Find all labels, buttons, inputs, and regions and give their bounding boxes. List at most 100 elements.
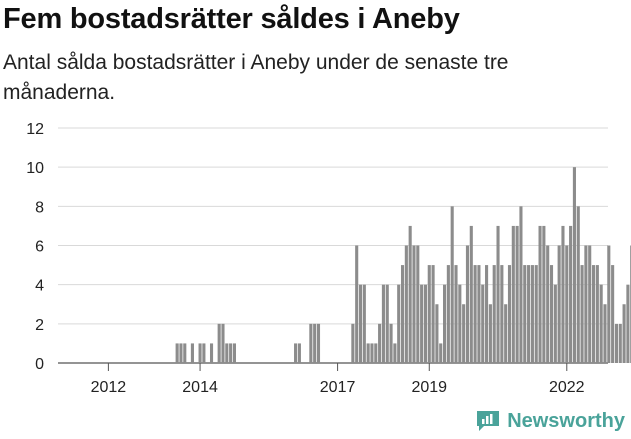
y-tick-label: 0 [35,356,44,373]
bar[interactable] [538,225,542,363]
bar[interactable] [469,225,473,363]
bar[interactable] [626,284,630,363]
bar[interactable] [611,265,615,363]
newsworthy-logo[interactable]: Newsworthy [475,409,625,433]
bar[interactable] [565,245,569,364]
bar[interactable] [297,343,301,363]
bar[interactable] [485,265,489,363]
bar[interactable] [408,225,412,363]
bar[interactable] [595,265,599,363]
bar[interactable] [427,265,431,363]
bar[interactable] [614,323,618,363]
bar[interactable] [202,343,206,363]
bar[interactable] [553,284,557,363]
newsworthy-icon [477,411,500,431]
bar[interactable] [389,323,393,363]
bar[interactable] [458,284,462,363]
bar[interactable] [557,245,561,364]
bar[interactable] [481,284,485,363]
bar[interactable] [572,167,576,363]
bar[interactable] [561,225,565,363]
bar[interactable] [492,265,496,363]
bar[interactable] [221,323,225,363]
bar[interactable] [209,343,214,363]
bar[interactable] [580,265,584,363]
bar[interactable] [607,245,611,364]
bar[interactable] [465,245,470,364]
bar[interactable] [496,225,500,363]
chart-title: Fem bostadsrätter såldes i Aneby [3,3,460,35]
bar[interactable] [504,304,508,363]
bar[interactable] [358,284,363,363]
bar[interactable] [198,343,202,363]
x-tick-label: 2022 [549,379,585,396]
bar[interactable] [431,265,435,363]
y-tick-label: 4 [35,278,44,295]
bar[interactable] [381,284,385,363]
bar[interactable] [530,265,534,363]
bar[interactable] [313,323,317,363]
bar[interactable] [404,245,408,364]
bar[interactable] [362,284,366,363]
bar[interactable] [549,265,554,363]
bar[interactable] [294,343,298,363]
bar[interactable] [523,265,527,363]
bar[interactable] [351,323,355,363]
bar[interactable] [355,245,359,364]
bar[interactable] [309,323,313,363]
bar[interactable] [473,265,477,363]
bar[interactable] [393,343,397,363]
bar[interactable] [599,284,603,363]
bar[interactable] [454,265,458,363]
bar[interactable] [439,343,443,363]
bar[interactable] [423,284,427,363]
bar[interactable] [217,323,221,363]
bar[interactable] [229,343,233,363]
bar[interactable] [443,284,447,363]
bar[interactable] [488,304,492,363]
bar[interactable] [179,343,183,363]
y-tick-label: 10 [26,160,44,177]
bar[interactable] [366,343,370,363]
bar[interactable] [622,304,626,363]
bar[interactable] [618,323,622,363]
bar[interactable] [420,284,424,363]
bar[interactable] [519,206,523,363]
bar[interactable] [370,343,374,363]
bar[interactable] [225,343,229,363]
bar[interactable] [500,265,504,363]
brand-name: Newsworthy [507,409,625,432]
bar[interactable] [591,265,596,363]
bar[interactable] [584,245,588,364]
bar[interactable] [183,343,187,363]
bar[interactable] [462,304,466,363]
bar[interactable] [546,245,550,364]
bar[interactable] [232,343,236,363]
bar[interactable] [569,225,573,363]
bar[interactable] [450,206,454,363]
bar[interactable] [397,284,401,363]
bar[interactable] [385,284,389,363]
bar[interactable] [378,323,382,363]
bar[interactable] [190,343,194,363]
bar[interactable] [400,265,405,363]
bar[interactable] [416,245,420,364]
bar[interactable] [511,225,515,363]
bar[interactable] [576,206,580,363]
bar[interactable] [175,343,179,363]
bar[interactable] [603,304,607,363]
bar[interactable] [527,265,531,363]
bar[interactable] [316,323,321,363]
bar[interactable] [515,225,519,363]
bar[interactable] [435,304,439,363]
bar[interactable] [446,265,450,363]
bar[interactable] [507,265,512,363]
bar[interactable] [542,225,546,363]
y-tick-label: 2 [35,317,44,334]
bar[interactable] [412,245,416,364]
bar[interactable] [477,265,481,363]
bar[interactable] [374,343,378,363]
bar[interactable] [534,265,538,363]
bar[interactable] [588,245,592,364]
bar-chart: 0246810125201220142017201920222024 [26,121,631,396]
